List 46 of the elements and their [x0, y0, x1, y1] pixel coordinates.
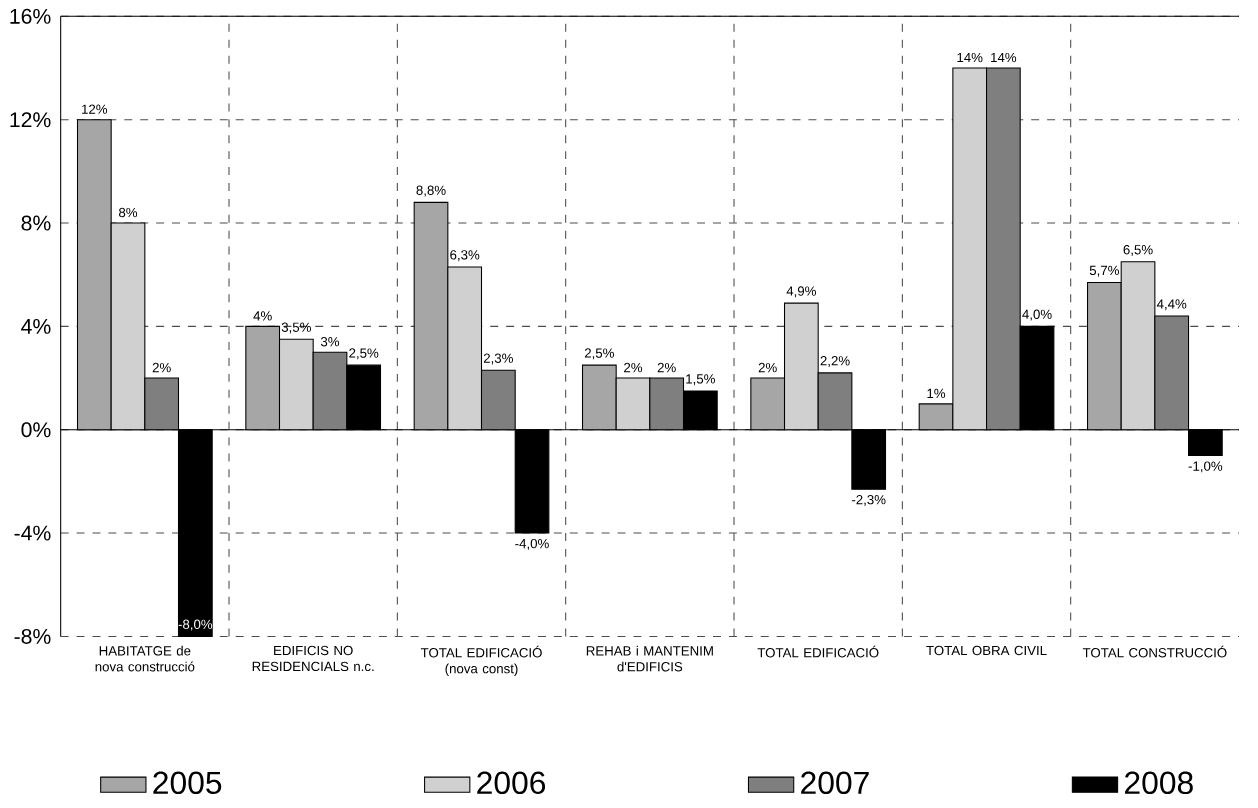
x-tick-label: HABITATGE de nova construcció — [95, 645, 195, 672]
data-label: 1,5% — [686, 374, 715, 385]
data-label: 2% — [657, 362, 676, 373]
data-label: 5,7% — [1089, 265, 1119, 277]
data-label: 4,4% — [1156, 299, 1187, 311]
x-tick-label: TOTAL OBRA CIVIL — [926, 645, 1047, 655]
data-label: 12% — [82, 104, 108, 114]
y-tick-label: -8% — [14, 628, 51, 644]
y-tick-label: 16% — [10, 8, 51, 24]
x-tick-label: EDIFICIS NO RESIDENCIALS n.c. — [252, 645, 374, 671]
y-tick-label: -4% — [14, 525, 51, 541]
data-label: 2,5% — [349, 348, 379, 360]
data-label: 4,0% — [1022, 309, 1052, 321]
legend-label: 2006 — [477, 771, 546, 794]
y-tick-label: 0% — [21, 422, 51, 438]
data-label: 6,5% — [1123, 244, 1153, 256]
x-tick-label: TOTAL EDIFICACIÓ (nova const) — [420, 645, 542, 676]
data-label: -4,0% — [515, 538, 549, 550]
data-label: 3,5% — [281, 322, 311, 334]
y-tick-label: 8% — [21, 215, 51, 231]
data-label: 2,5% — [584, 348, 614, 360]
y-tick-label: 12% — [10, 112, 51, 127]
data-label: 4% — [253, 311, 272, 321]
data-label: 6,3% — [450, 249, 480, 261]
data-label: -1,0% — [1188, 461, 1223, 473]
data-label: 2% — [758, 362, 777, 373]
data-label: 2,2% — [820, 355, 850, 367]
x-tick-label: TOTAL CONSTRUCCIÓ — [1082, 645, 1227, 658]
data-label: 2% — [624, 362, 643, 373]
legend-label: 2008 — [1125, 771, 1193, 794]
data-label: 2% — [152, 362, 171, 373]
legend-label: 2007 — [801, 771, 869, 794]
data-label: 14% — [991, 52, 1017, 63]
data-label: 14% — [957, 52, 983, 63]
data-label: 2,3% — [483, 353, 513, 365]
data-label: 3% — [320, 336, 340, 347]
data-label: 8% — [119, 207, 138, 218]
data-label: 8,8% — [416, 185, 446, 197]
data-label: -2,3% — [851, 494, 886, 506]
x-tick-label: TOTAL EDIFICACIÓ — [757, 645, 879, 658]
x-tick-label: REHAB i MANTENIM d'EDIFICIS — [586, 645, 713, 672]
data-label: 1% — [927, 388, 946, 398]
data-label: 4,9% — [786, 286, 816, 298]
legend-label: 2005 — [153, 771, 222, 794]
y-tick-label: 4% — [21, 318, 51, 334]
data-label: -8,0% — [178, 619, 213, 631]
